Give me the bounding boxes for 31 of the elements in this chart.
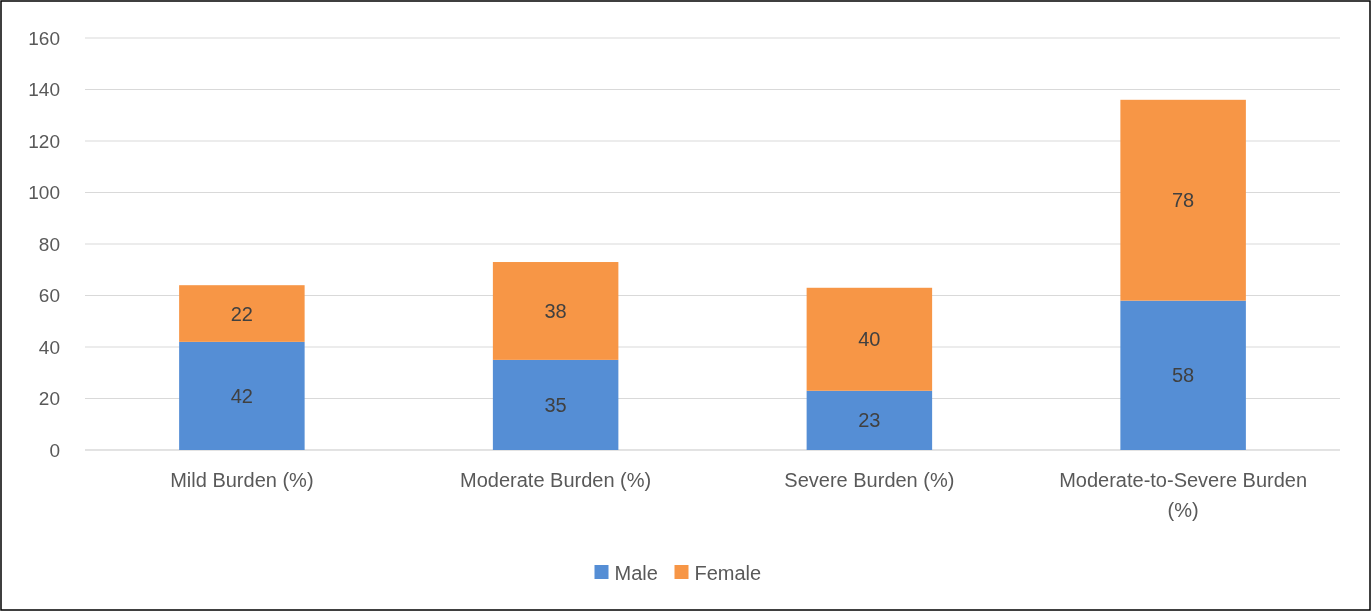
y-tick-label: 0 <box>49 439 60 461</box>
data-label: 42 <box>230 384 253 407</box>
data-label: 22 <box>230 302 253 325</box>
legend-label: Female <box>694 562 762 584</box>
legend-label: Male <box>614 562 658 584</box>
data-label: 38 <box>544 299 567 322</box>
bar <box>1120 99 1246 301</box>
data-label: 35 <box>544 393 567 416</box>
bar <box>492 359 619 450</box>
bar <box>179 341 305 450</box>
bar <box>179 285 305 342</box>
x-tick-label: Mild Burden (%) <box>170 469 314 491</box>
y-tick-label: 20 <box>38 388 60 410</box>
x-tick-label: Severe Burden (%) <box>784 469 955 491</box>
y-tick-label: 60 <box>38 285 60 307</box>
bar <box>806 390 933 450</box>
y-tick-label: 100 <box>28 182 60 204</box>
bar <box>1120 300 1246 450</box>
y-tick-label: 80 <box>38 233 60 255</box>
y-tick-label: 40 <box>38 336 60 358</box>
y-tick-label: 160 <box>28 27 60 49</box>
y-tick-label: 120 <box>28 130 60 152</box>
bar <box>806 287 933 391</box>
data-label: 78 <box>1172 189 1195 212</box>
bar <box>492 262 619 360</box>
x-tick-label: Moderate-to-Severe Burden (%) <box>1059 469 1308 521</box>
x-tick-label: Moderate Burden (%) <box>460 469 652 491</box>
data-label: 58 <box>1172 364 1195 387</box>
data-label: 40 <box>858 328 881 351</box>
data-label: 23 <box>858 409 881 432</box>
y-tick-label: 140 <box>28 79 60 101</box>
